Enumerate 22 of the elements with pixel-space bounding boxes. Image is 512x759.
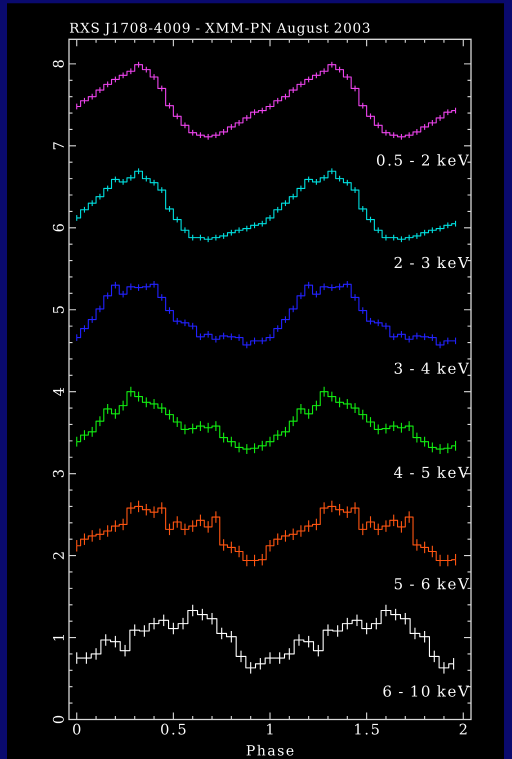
y-tick-label: 2 [53, 552, 64, 560]
series-label: 4 - 5 keV [394, 466, 469, 478]
x-tick-label: 1 [267, 724, 273, 734]
x-axis-title: Phase [246, 744, 294, 756]
y-tick-label: 8 [52, 60, 64, 68]
y-tick-label: 0 [52, 716, 64, 724]
x-tick-label: 2 [460, 724, 466, 734]
y-tick-label: 1 [53, 635, 64, 640]
series-label: 2 - 3 keV [394, 256, 469, 268]
chart-title: RXS J1708-4009 - XMM-PN August 2003 [70, 22, 370, 36]
y-tick-label: 7 [53, 142, 64, 150]
y-tick-label: 3 [52, 470, 64, 478]
series-label: 3 - 4 keV [394, 362, 469, 374]
x-tick-label: 0 [73, 724, 80, 735]
series-label: 5 - 6 keV [394, 578, 469, 590]
y-tick-label: 5 [53, 306, 64, 314]
x-tick-label: 1.5 [355, 724, 379, 735]
x-tick-label: 0.5 [161, 724, 186, 735]
series-label: 6 - 10 keV [383, 685, 469, 697]
y-tick-label: 6 [52, 224, 64, 232]
series-label: 0.5 - 2 keV [377, 154, 469, 166]
y-tick-label: 4 [53, 388, 64, 396]
